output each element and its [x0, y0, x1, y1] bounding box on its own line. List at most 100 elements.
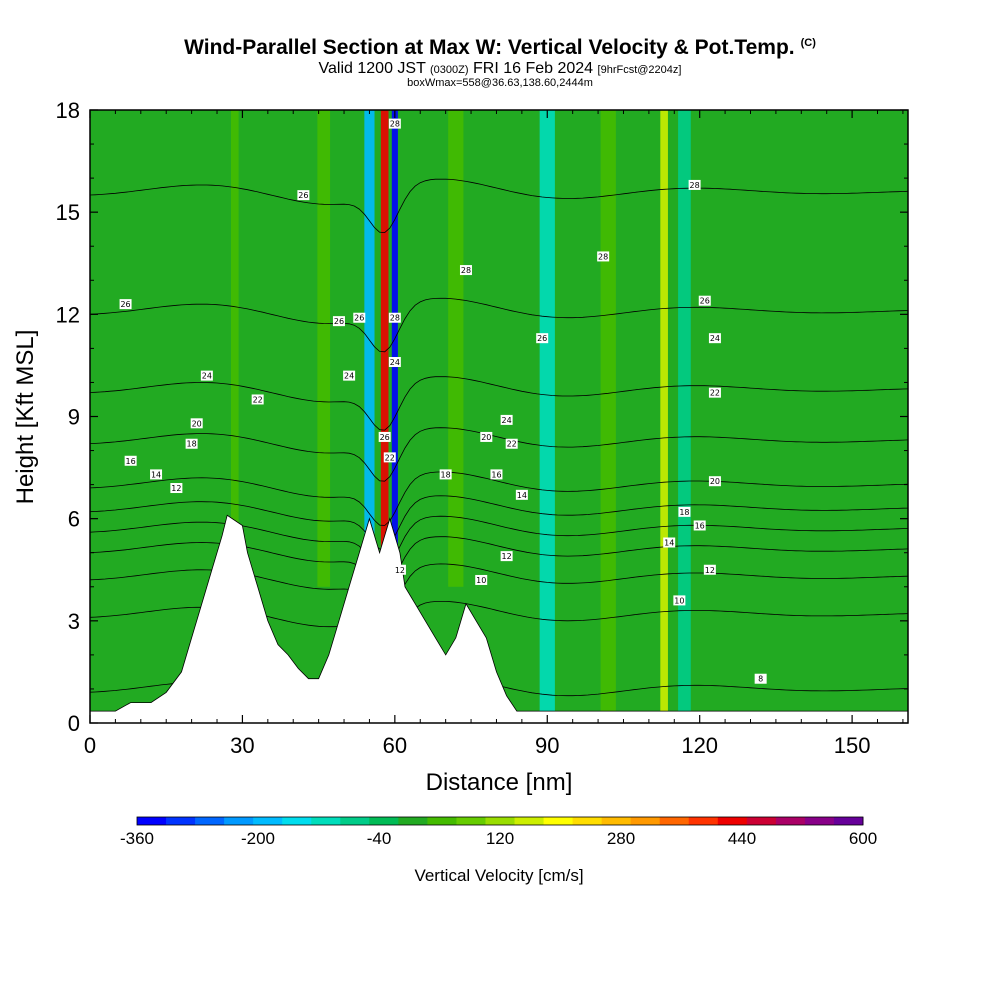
colorbar-label-120: 120: [486, 829, 514, 848]
colorbar-swatch-1: [166, 817, 196, 825]
contour-label-bg-10: [693, 520, 706, 531]
contour-label-32: 26: [537, 334, 547, 343]
contour-label-21: 22: [253, 395, 263, 404]
isentrope-26: [90, 297, 908, 353]
chart-title: Wind-Parallel Section at Max W: Vertical…: [0, 36, 1000, 60]
x-tick-label-120: 120: [681, 733, 718, 758]
contour-label-5: 26: [700, 297, 710, 306]
terrain: [90, 514, 908, 723]
x-axis-title: Distance [nm]: [426, 769, 573, 796]
contour-label-bg-19: [343, 370, 356, 381]
colorbar-swatch-3: [224, 817, 254, 825]
contour-label-7: 22: [710, 389, 720, 398]
contour-label-20: 24: [202, 372, 212, 381]
contour-label-bg-35: [515, 489, 528, 500]
y-tick-label-9: 9: [68, 405, 80, 430]
contour-label-bg-18: [388, 357, 401, 368]
contour-label-bg-16: [353, 312, 366, 323]
contour-label-28: 22: [385, 453, 395, 462]
w-band-6: [539, 110, 555, 712]
contour-label-24: 16: [126, 457, 136, 466]
x-tick-label-60: 60: [383, 733, 407, 758]
contour-label-12: 12: [705, 566, 715, 575]
axes: 0 30 60 90 120 150 0 3 6 9 12 15 18: [56, 98, 908, 758]
colorbar-swatch-19: [688, 817, 719, 825]
colorbar-swatch-10: [427, 817, 457, 825]
w-band-4: [391, 110, 398, 587]
x-tick-label-90: 90: [535, 733, 559, 758]
contour-label-bg-7: [708, 387, 721, 398]
contour-label-1: 26: [298, 191, 308, 200]
contour-label-bg-1: [297, 190, 310, 201]
contour-label-bg-2: [459, 265, 472, 276]
terrain-mask: [90, 514, 908, 723]
contour-label-bg-38: [475, 574, 488, 585]
colorbar-swatch-18: [659, 817, 690, 825]
contour-label-15: 26: [334, 317, 344, 326]
contour-label-bg-26: [170, 483, 183, 494]
colorbar-swatch-22: [775, 817, 806, 825]
colorbar-swatch-23: [804, 817, 835, 825]
colorbar-swatch-0: [137, 817, 167, 825]
y-axis-title: Height [Kft MSL]: [12, 330, 39, 505]
contour-label-35: 14: [517, 491, 527, 500]
w-band-9: [678, 110, 691, 712]
colorbar-swatch-6: [311, 817, 341, 825]
contour-label-bg-36: [500, 551, 513, 562]
contour-label-37: 12: [395, 566, 405, 575]
contour-label-4: 28: [690, 181, 700, 190]
contour-label-bg-5: [698, 295, 711, 306]
contour-label-34: 16: [491, 470, 501, 479]
colorbar-swatch-4: [253, 817, 283, 825]
x-tick-label-30: 30: [230, 733, 254, 758]
contour-label-22: 20: [192, 419, 202, 428]
w-band-3: [380, 110, 389, 587]
contour-label-23: 18: [187, 440, 197, 449]
w-band-1: [317, 110, 331, 587]
contour-label-3: 28: [598, 252, 608, 261]
y-tick-label-15: 15: [56, 200, 80, 225]
y-tick-label-6: 6: [68, 507, 80, 532]
colorbar-swatch-20: [717, 817, 748, 825]
colorbar-label-280: 280: [607, 829, 635, 848]
contour-label-bg-27: [378, 431, 391, 442]
contour-label-bg-28: [383, 452, 396, 463]
contour-label-33: 18: [441, 470, 451, 479]
contour-label-8: 20: [710, 477, 720, 486]
colorbar-label--200: -200: [241, 829, 275, 848]
contour-label-25: 14: [151, 470, 161, 479]
contour-label-18: 24: [390, 358, 400, 367]
contour-label-bg-15: [332, 316, 345, 327]
contour-label-29: 20: [481, 433, 491, 442]
colorbar-title: Vertical Velocity [cm/s]: [414, 866, 583, 885]
contour-label-bg-30: [505, 438, 518, 449]
valid-prefix: Valid 1200 JST: [318, 60, 426, 77]
contour-labels: 26 26 28 28 28 26 24 22 20 18 16 14 12 10 8 26 26 28 24 24 2…: [119, 118, 767, 684]
contour-label-bg-6: [708, 333, 721, 344]
contour-label-11: 14: [664, 539, 674, 548]
contour-label-bg-21: [251, 394, 264, 405]
contour-label-39: 28: [390, 120, 400, 129]
box-wmax-line: boxWmax=558@36.63,138.60,2444m: [407, 77, 593, 89]
colorbar-label--360: -360: [120, 829, 154, 848]
colorbar-swatch-14: [543, 817, 574, 825]
colorbar-swatch-5: [282, 817, 312, 825]
colorbar-swatch-17: [630, 817, 661, 825]
colorbar-swatch-15: [572, 817, 603, 825]
w-band-8: [660, 110, 668, 712]
contour-label-19: 24: [344, 372, 354, 381]
y-tick-label-18: 18: [56, 98, 80, 123]
valid-utc: (0300Z): [430, 64, 469, 76]
chart-subtitle: Valid 1200 JST (0300Z) FRI 16 Feb 2024 […: [0, 60, 1000, 78]
contour-label-bg-17: [388, 312, 401, 323]
colorbar-swatch-13: [514, 817, 545, 825]
isentrope-20: [90, 471, 908, 526]
isentrope-24: [90, 376, 908, 431]
contour-label-bg-32: [536, 333, 549, 344]
contour-label-bg-20: [200, 370, 213, 381]
colorbar-swatch-2: [195, 817, 225, 825]
contour-label-bg-13: [673, 595, 686, 606]
contour-label-bg-33: [439, 469, 452, 480]
contour-label-bg-37: [393, 564, 406, 575]
contour-label-bg-23: [185, 438, 198, 449]
